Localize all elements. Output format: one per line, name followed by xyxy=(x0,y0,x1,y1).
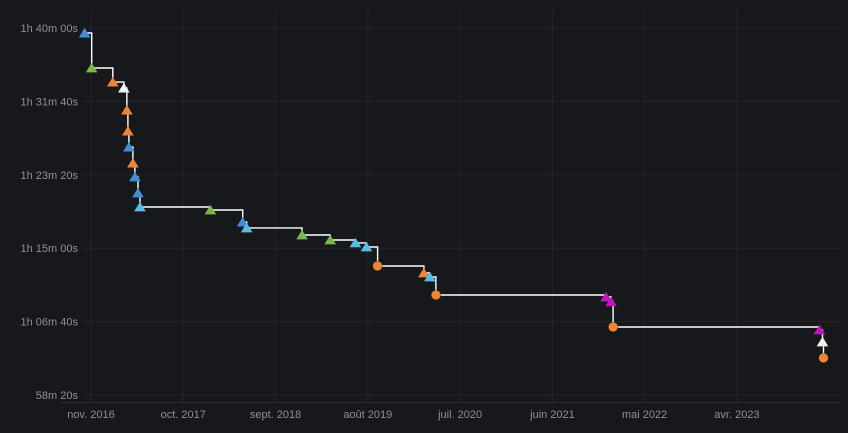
data-point-marker[interactable]: févr. 2024 — 1h 02m 32s xyxy=(818,352,829,364)
data-point-marker[interactable]: sept. 2019 — 1h 12m 59s xyxy=(372,260,383,272)
data-point-marker[interactable]: déc. 2018 — 1h 16m 30s xyxy=(296,229,308,240)
data-point-marker[interactable]: mars 2017 — 1h 30m 41s xyxy=(121,104,133,115)
data-point-marker[interactable]: avr. 2020 — 1h 09m 41s xyxy=(430,289,442,301)
data-point-marker[interactable]: janv. 2022 — 1h 06m 03s xyxy=(607,321,619,333)
data-point-marker[interactable]: mars 2020 — 1h 11m 44s xyxy=(424,271,436,282)
data-point-marker[interactable]: janv. 2024 — 1h 05m 43s xyxy=(813,324,826,335)
x-axis-tick-label: août 2019 xyxy=(343,409,392,421)
data-point-marker[interactable]: avr. 2017 — 1h 24m 40s xyxy=(127,157,139,168)
data-point-marker[interactable]: août 2019 — 1h 15m 08s xyxy=(360,241,373,252)
data-point-marker[interactable]: avr. 2017 — 1h 21m 16s xyxy=(132,187,144,198)
data-point-marker[interactable]: janv. 2017 — 1h 33m 52s xyxy=(106,76,119,87)
data-point-marker[interactable]: janv. 2022 — 1h 08m 54s xyxy=(605,296,617,307)
data-point-marker[interactable]: mars 2017 — 1h 33m 11s xyxy=(118,82,130,93)
y-axis-tick-label: 1h 31m 40s xyxy=(21,96,79,108)
data-point-marker[interactable]: mars 2017 — 1h 28m 18s xyxy=(122,125,134,136)
x-axis-tick-label: juil. 2020 xyxy=(437,409,482,421)
y-axis-tick-label: 1h 06m 40s xyxy=(21,317,79,329)
data-point-marker[interactable]: mai 2018 — 1h 17m 58s xyxy=(236,216,249,227)
data-point-marker[interactable]: mai 2017 — 1h 19m 41s xyxy=(134,201,146,212)
x-axis-tick-label: nov. 2016 xyxy=(67,409,115,421)
data-point-marker[interactable]: févr. 2024 — 1h 04m 21s xyxy=(816,336,829,347)
data-point-marker[interactable]: janv. 2018 — 1h 19m 20s xyxy=(204,204,217,215)
x-axis-tick-label: avr. 2023 xyxy=(714,409,759,421)
data-point-marker[interactable]: avr. 2017 — 1h 23m 05s xyxy=(129,171,141,182)
data-point-marker[interactable]: mars 2019 — 1h 15m 56s xyxy=(324,234,337,245)
record-step-line xyxy=(84,32,825,358)
data-point-marker[interactable]: nov. 2016 — 1h 35m 28s xyxy=(85,62,98,73)
y-axis-tick-label: 58m 20s xyxy=(36,390,79,402)
x-axis-tick-label: mai 2022 xyxy=(622,409,667,421)
data-point-marker[interactable]: oct. 2016 — 1h 39m 26s xyxy=(78,27,91,38)
x-axis-tick-label: sept. 2018 xyxy=(250,409,301,421)
y-axis-tick-label: 1h 23m 20s xyxy=(21,170,79,182)
x-axis-tick-label: oct. 2017 xyxy=(161,409,206,421)
y-axis-tick-label: 1h 15m 00s xyxy=(21,243,79,255)
y-axis-tick-label: 1h 40m 00s xyxy=(21,23,79,35)
data-point-marker[interactable]: mars 2017 — 1h 26m 29s xyxy=(123,141,135,152)
x-axis-tick-label: juin 2021 xyxy=(529,409,575,421)
data-point-marker[interactable]: juin 2019 — 1h 15m 36s xyxy=(349,237,362,248)
data-point-marker[interactable]: févr. 2020 — 1h 12m 11s xyxy=(418,267,430,278)
data-point-marker[interactable]: déc. 2021 — 1h 09m 28s xyxy=(600,291,612,302)
data-point-marker[interactable]: mai 2018 — 1h 17m 18s xyxy=(240,222,253,233)
